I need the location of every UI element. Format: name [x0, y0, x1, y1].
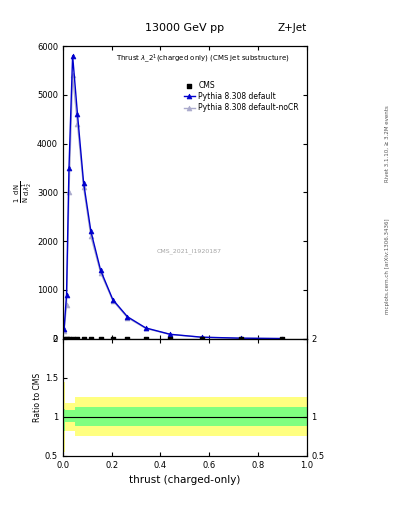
Pythia 8.308 default [62, 326, 66, 332]
Pythia 8.308 default-noCR [62, 328, 66, 334]
CMS [81, 334, 87, 343]
Pythia 8.308 default-noCR [70, 72, 75, 78]
Y-axis label: $\frac{1}{\mathrm{N}}\,\frac{\mathrm{d}\mathrm{N}}{\mathrm{d}\lambda_2^1}$: $\frac{1}{\mathrm{N}}\,\frac{\mathrm{d}\… [13, 181, 34, 203]
Pythia 8.308 default-noCR [110, 297, 115, 304]
Line: Pythia 8.308 default-noCR: Pythia 8.308 default-noCR [62, 73, 285, 341]
CMS [97, 334, 104, 343]
Text: 13000 GeV pp: 13000 GeV pp [145, 23, 224, 33]
Pythia 8.308 default [239, 335, 243, 341]
Pythia 8.308 default-noCR [143, 325, 148, 331]
Pythia 8.308 default-noCR [81, 184, 86, 190]
Pythia 8.308 default [168, 331, 173, 337]
Pythia 8.308 default [70, 53, 75, 59]
Pythia 8.308 default-noCR [88, 233, 93, 239]
Text: CMS_2021_I1920187: CMS_2021_I1920187 [157, 248, 222, 254]
CMS [124, 334, 130, 343]
Pythia 8.308 default-noCR [280, 335, 285, 342]
Pythia 8.308 default [98, 267, 103, 273]
CMS [66, 334, 72, 343]
Pythia 8.308 default [110, 296, 115, 303]
Pythia 8.308 default [199, 334, 204, 340]
Pythia 8.308 default-noCR [67, 189, 72, 196]
CMS [110, 334, 116, 343]
CMS [143, 334, 149, 343]
Pythia 8.308 default-noCR [239, 335, 243, 342]
Pythia 8.308 default-noCR [75, 121, 80, 127]
Text: Rivet 3.1.10, ≥ 3.2M events: Rivet 3.1.10, ≥ 3.2M events [385, 105, 389, 182]
Pythia 8.308 default [67, 165, 72, 171]
Pythia 8.308 default [88, 228, 93, 234]
CMS [63, 334, 70, 343]
CMS [279, 334, 285, 343]
Pythia 8.308 default-noCR [125, 314, 130, 321]
Pythia 8.308 default [81, 180, 86, 186]
Pythia 8.308 default [143, 325, 148, 331]
Y-axis label: Ratio to CMS: Ratio to CMS [33, 373, 42, 422]
CMS [167, 334, 173, 343]
Pythia 8.308 default-noCR [98, 270, 103, 276]
Text: Z+Jet: Z+Jet [277, 23, 307, 33]
Pythia 8.308 default [64, 292, 69, 298]
CMS [61, 334, 67, 343]
Pythia 8.308 default-noCR [199, 334, 204, 340]
Legend: CMS, Pythia 8.308 default, Pythia 8.308 default-noCR: CMS, Pythia 8.308 default, Pythia 8.308 … [182, 79, 300, 114]
Pythia 8.308 default-noCR [64, 302, 69, 308]
CMS [70, 334, 76, 343]
Text: mcplots.cern.ch [arXiv:1306.3436]: mcplots.cern.ch [arXiv:1306.3436] [385, 219, 389, 314]
Text: Thrust $\lambda\_2^1$(charged only) (CMS jet substructure): Thrust $\lambda\_2^1$(charged only) (CMS… [116, 52, 290, 65]
Pythia 8.308 default [280, 335, 285, 342]
Line: Pythia 8.308 default: Pythia 8.308 default [62, 53, 285, 341]
CMS [74, 334, 81, 343]
CMS [198, 334, 205, 343]
CMS [238, 334, 244, 343]
Pythia 8.308 default [75, 111, 80, 117]
Pythia 8.308 default [125, 314, 130, 320]
X-axis label: thrust (charged-only): thrust (charged-only) [129, 475, 241, 485]
CMS [88, 334, 94, 343]
Pythia 8.308 default-noCR [168, 331, 173, 337]
